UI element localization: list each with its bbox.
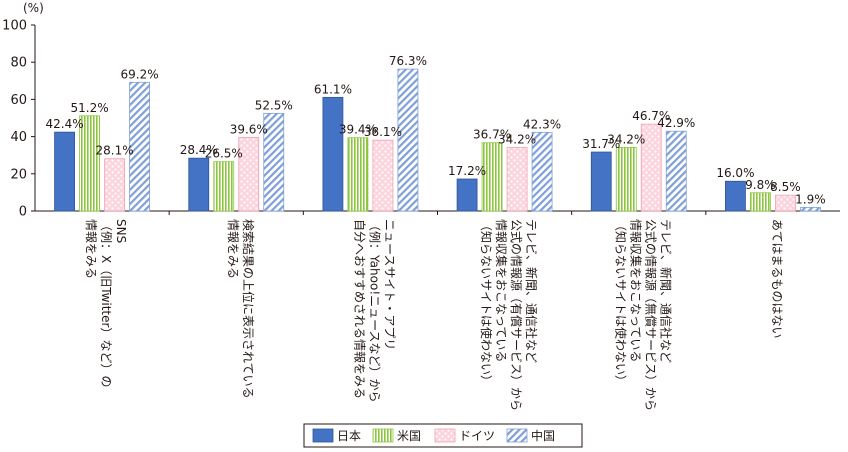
category-label-line: （知らないサイトは使わない） bbox=[613, 219, 628, 387]
category-label-line: あてはまるものはない bbox=[770, 219, 784, 339]
data-label: 26.5% bbox=[205, 147, 243, 161]
data-label: 46.7% bbox=[632, 109, 670, 123]
category-label-line: ニュースサイト・アプリ bbox=[382, 219, 396, 350]
bar bbox=[665, 130, 687, 212]
data-label: 38.1% bbox=[364, 125, 402, 139]
legend-label: ドイツ bbox=[459, 429, 495, 443]
category-label: テレビ、新聞、通信社など公式の情報源（有償サービス）から情報収集をおこなっている… bbox=[479, 219, 539, 411]
category-label-line: 公式の情報源（無償サービス）から bbox=[643, 219, 658, 411]
category-label-line: 公式の情報源（有償サービス）から bbox=[509, 219, 523, 411]
legend-swatch bbox=[312, 428, 334, 443]
data-label: 42.3% bbox=[523, 117, 561, 131]
data-label: 28.4% bbox=[180, 143, 218, 157]
data-label: 34.2% bbox=[498, 132, 536, 146]
data-label: 42.4% bbox=[46, 117, 84, 131]
bar bbox=[129, 81, 150, 212]
bar bbox=[481, 142, 503, 212]
y-tick-label: 0 bbox=[19, 205, 27, 220]
y-tick-label: 80 bbox=[10, 56, 27, 71]
y-tick-label: 100 bbox=[2, 19, 27, 34]
data-label: 51.2% bbox=[71, 101, 109, 115]
legend-label: 米国 bbox=[397, 429, 421, 443]
category-label-line: SNS bbox=[114, 219, 128, 243]
bar bbox=[590, 151, 612, 212]
category-label-line: （知らないサイトは使わない） bbox=[479, 219, 494, 387]
data-label: 34.2% bbox=[607, 132, 645, 146]
bar bbox=[615, 146, 637, 212]
data-label: 8.5% bbox=[770, 180, 801, 194]
data-label: 16.0% bbox=[716, 166, 754, 180]
category-label-line: （例：Yahoo!ニュースなど）から bbox=[367, 219, 381, 403]
y-axis-unit-label: (%) bbox=[23, 1, 44, 15]
legend-label: 中国 bbox=[531, 428, 555, 443]
bar bbox=[188, 157, 210, 212]
bar bbox=[213, 161, 235, 212]
legend-swatch bbox=[372, 428, 394, 443]
bar bbox=[238, 136, 260, 212]
category-label-line: テレビ、新聞、通信社など bbox=[658, 219, 673, 363]
bar bbox=[372, 139, 394, 212]
bar bbox=[397, 68, 419, 212]
data-label: 28.1% bbox=[96, 144, 134, 158]
category-label: ニュースサイト・アプリ（例：Yahoo!ニュースなど）から自分へおすすめされる情… bbox=[352, 219, 396, 403]
category-label-line: 検索結果の上位に表示されている bbox=[241, 219, 256, 399]
category-label: あてはまるものはない bbox=[770, 219, 784, 339]
data-label: 1.9% bbox=[795, 192, 826, 206]
bar bbox=[104, 158, 125, 212]
bar bbox=[640, 123, 662, 212]
data-label: 9.8% bbox=[745, 178, 776, 192]
bar bbox=[347, 137, 369, 212]
bar bbox=[456, 178, 478, 212]
data-label: 42.9% bbox=[657, 116, 695, 130]
data-label: 52.5% bbox=[255, 98, 293, 112]
category-label-line: 情報をみる bbox=[226, 219, 240, 279]
data-label: 76.3% bbox=[389, 54, 427, 68]
bar bbox=[725, 180, 746, 212]
bar bbox=[775, 194, 796, 212]
bar bbox=[79, 115, 100, 212]
data-label: 39.4% bbox=[339, 123, 377, 137]
category-label-line: 情報をみる bbox=[84, 219, 98, 279]
bar bbox=[263, 112, 285, 212]
y-tick-label: 40 bbox=[10, 130, 27, 145]
bar bbox=[54, 131, 75, 212]
category-label: テレビ、新聞、通信社など公式の情報源（無償サービス）から情報収集をおこなっている… bbox=[613, 219, 673, 411]
bar bbox=[750, 192, 771, 212]
category-label-line: テレビ、新聞、通信社など bbox=[524, 219, 539, 363]
data-label: 69.2% bbox=[121, 67, 159, 81]
data-label: 39.6% bbox=[230, 122, 268, 136]
bar bbox=[531, 131, 553, 212]
bar bbox=[506, 146, 528, 212]
y-tick-label: 60 bbox=[10, 93, 27, 108]
data-label: 36.7% bbox=[473, 128, 511, 142]
category-label-line: 自分へおすすめされる情報をみる bbox=[352, 219, 366, 399]
legend-label: 日本 bbox=[337, 429, 361, 443]
category-label-line: （例：X（旧Twitter）など）の bbox=[99, 219, 113, 387]
bar bbox=[322, 96, 344, 212]
legend-swatch bbox=[434, 428, 456, 443]
category-label-line: 情報収集をおこなっている bbox=[494, 219, 509, 362]
y-tick-label: 20 bbox=[10, 167, 27, 182]
legend-swatch bbox=[506, 428, 528, 443]
bar bbox=[800, 207, 821, 212]
data-label: 17.2% bbox=[448, 164, 486, 178]
category-label-line: 情報収集をおこなっている bbox=[628, 219, 643, 362]
data-label: 61.1% bbox=[314, 82, 352, 96]
data-label: 31.7% bbox=[582, 137, 620, 151]
